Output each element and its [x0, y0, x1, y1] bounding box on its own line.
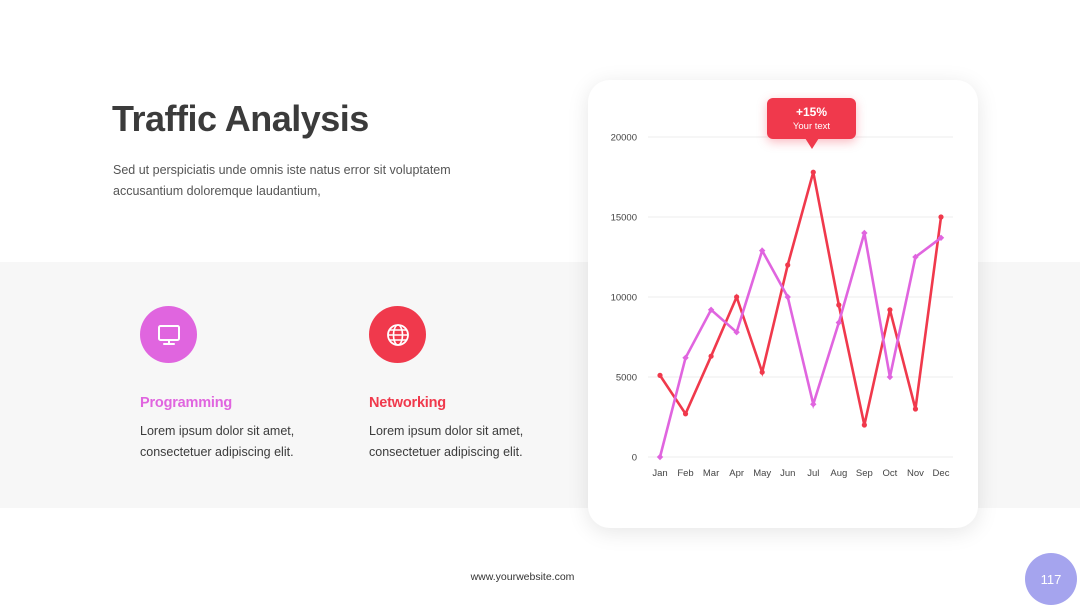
series-line-1 — [658, 232, 942, 458]
series-0-point — [708, 353, 714, 359]
x-tick-label: Feb — [677, 468, 693, 479]
footer-url: www.yourwebsite.com — [470, 571, 575, 583]
y-tick-label: 15000 — [611, 213, 637, 224]
callout-value: +15% — [795, 105, 828, 119]
series-0-point — [810, 169, 816, 175]
series-0-point — [734, 294, 740, 300]
x-tick-label: Apr — [729, 468, 744, 479]
traffic-line-chart: 0 5000 10000 15000 20000 Jan Feb Mar Apr May Jun Ju… — [611, 133, 953, 479]
callout-text: Your text — [792, 121, 831, 132]
x-tick-label: Mar — [703, 468, 719, 479]
page-subtitle: Sed ut perspiciatis unde omnis iste natu… — [113, 163, 451, 198]
networking-feature-icon — [369, 306, 426, 363]
series-1-point — [937, 234, 945, 241]
globe-icon — [386, 323, 409, 346]
series-0-point — [836, 302, 842, 308]
networking-description: Lorem ipsum dolor sit amet, consectetuer… — [369, 424, 524, 459]
programming-feature-icon — [140, 306, 197, 363]
series-1-point — [861, 229, 868, 237]
x-tick-label: Nov — [907, 468, 924, 479]
x-tick-label: Jun — [780, 468, 795, 479]
x-tick-label: Jan — [652, 468, 667, 479]
page-number-badge: 117 — [1025, 553, 1077, 605]
series-1-point — [707, 306, 715, 313]
chart-card: 0 5000 10000 15000 20000 Jan Feb Mar Apr May Jun Ju… — [588, 80, 978, 528]
series-0-point — [657, 372, 663, 378]
x-tick-label: Oct — [883, 468, 898, 479]
x-tick-label: Sep — [856, 468, 873, 479]
series-1-point — [810, 401, 817, 408]
peak-callout: +15% Your text — [767, 98, 856, 149]
series-0-point — [912, 406, 919, 412]
networking-title: Networking — [369, 395, 446, 411]
programming-title: Programming — [140, 395, 233, 411]
y-tick-label: 5000 — [616, 373, 637, 384]
series-0-point — [785, 262, 791, 268]
x-tick-label: Aug — [830, 468, 847, 479]
series-line-0 — [658, 171, 943, 426]
series-0-point — [861, 422, 867, 428]
monitor-icon — [157, 324, 180, 345]
series-1-point — [886, 373, 894, 381]
x-tick-label: May — [753, 468, 771, 479]
series-0-point — [887, 307, 893, 313]
y-tick-label: 20000 — [611, 133, 637, 144]
series-1-point — [784, 293, 791, 301]
series-0-point — [759, 369, 765, 375]
series-0-point — [938, 214, 944, 220]
x-tick-label: Jul — [807, 468, 819, 479]
y-tick-label: 0 — [632, 453, 637, 464]
x-tick-label: Dec — [933, 468, 950, 479]
page-title: Traffic Analysis — [112, 98, 369, 139]
y-tick-label: 10000 — [611, 293, 637, 304]
programming-description: Lorem ipsum dolor sit amet, consectetuer… — [140, 424, 295, 459]
series-0-point — [682, 411, 689, 417]
series-1-point — [656, 453, 664, 461]
